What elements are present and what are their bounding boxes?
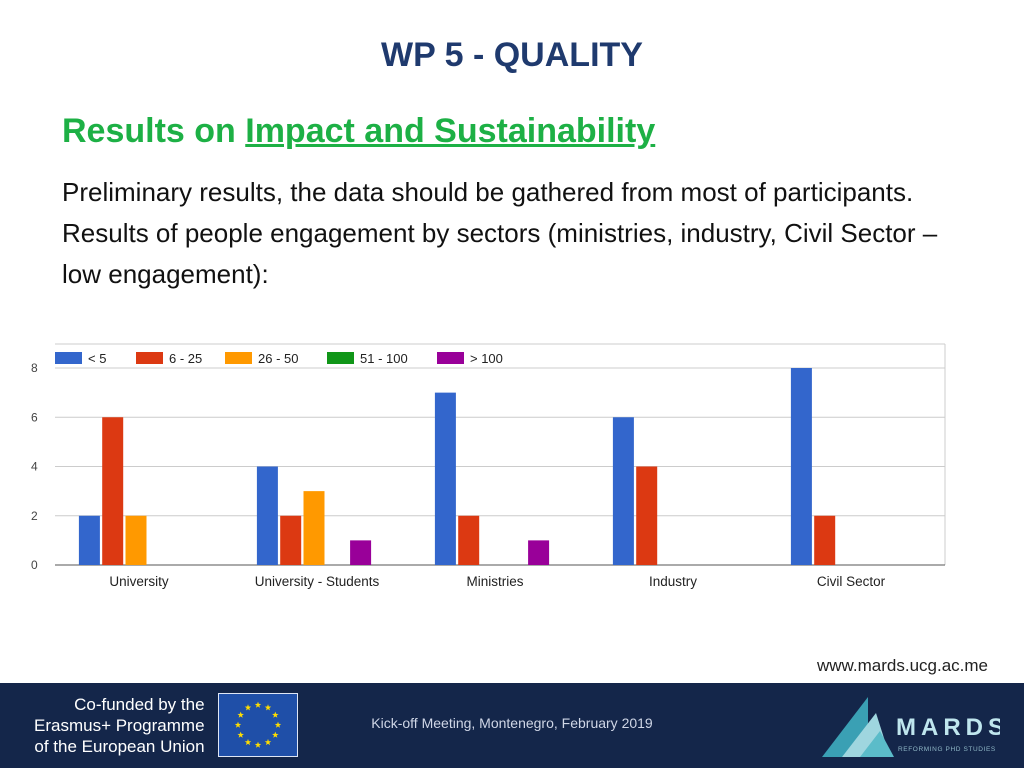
- slide-title: WP 5 - QUALITY: [381, 36, 643, 74]
- cofunded-line: Erasmus+ Programme: [34, 716, 205, 735]
- heading-link[interactable]: Impact and Sustainability: [245, 112, 656, 150]
- bar: [458, 515, 480, 565]
- bar: [434, 392, 456, 565]
- x-tick-label: University - Students: [255, 574, 380, 589]
- footer-bar: Co-funded by the Erasmus+ Programme of t…: [0, 683, 1024, 768]
- cofunded-line: Co-funded by the: [74, 695, 205, 714]
- legend-swatch: [55, 352, 82, 364]
- legend-label: 26 - 50: [258, 351, 298, 366]
- logo-tagline: REFORMING PHD STUDIES: [898, 746, 996, 753]
- section-heading: Results on Impact and Sustainability: [62, 112, 655, 151]
- eu-star-icon: [254, 741, 262, 748]
- legend-swatch: [327, 352, 354, 364]
- legend-swatch: [437, 352, 464, 364]
- legend-swatch: [225, 352, 252, 364]
- legend-label: 6 - 25: [169, 351, 202, 366]
- bar: [612, 417, 634, 565]
- eu-star-icon: [272, 731, 279, 738]
- eu-star-icon: [264, 704, 272, 711]
- logo-wordmark: MARDS: [896, 714, 1000, 741]
- y-tick-label: 0: [31, 558, 38, 572]
- body-text: Preliminary results, the data should be …: [62, 177, 938, 289]
- chart-grid: [55, 343, 946, 566]
- bar: [102, 417, 124, 565]
- bar: [256, 466, 278, 565]
- bar: [350, 540, 372, 565]
- bar: [303, 491, 325, 565]
- legend-swatch: [136, 352, 163, 364]
- mards-logo: MARDS REFORMING PHD STUDIES: [822, 697, 1000, 757]
- eu-flag-icon: [218, 693, 298, 757]
- chart-legend: < 5 6 - 25 26 - 50 51 - 100 > 100: [55, 351, 503, 366]
- chart-axes: 0 2 4 6 8 University University - Students Mini…: [31, 361, 886, 589]
- y-tick-label: 6: [31, 410, 38, 424]
- heading-prefix: Results on: [62, 112, 246, 150]
- chart-bars: [78, 368, 836, 565]
- eu-star-icon: [244, 704, 252, 711]
- eu-star-icon: [237, 711, 244, 718]
- legend-label: < 5: [88, 351, 106, 366]
- y-tick-label: 2: [31, 509, 38, 523]
- cofunded-line: of the European Union: [34, 737, 205, 756]
- eu-star-icon: [234, 721, 242, 728]
- y-tick-label: 8: [31, 361, 38, 375]
- eu-star-icon: [274, 721, 282, 728]
- eu-star-icon: [237, 731, 244, 738]
- bar: [528, 540, 550, 565]
- x-tick-label: University: [109, 574, 169, 589]
- y-tick-label: 4: [31, 460, 38, 474]
- x-tick-label: Ministries: [466, 574, 523, 589]
- eu-star-icon: [264, 738, 272, 746]
- bar: [790, 368, 812, 565]
- bar: [78, 515, 100, 565]
- bar-chart: 0 2 4 6 8 University University - Students Mini…: [31, 343, 946, 589]
- bar: [280, 515, 302, 565]
- legend-label: 51 - 100: [360, 351, 408, 366]
- x-tick-label: Civil Sector: [817, 574, 886, 589]
- x-tick-label: Industry: [649, 574, 697, 589]
- eu-star-icon: [244, 738, 252, 746]
- cofunded-text: Co-funded by the Erasmus+ Programme of t…: [34, 694, 205, 757]
- bar: [125, 515, 147, 565]
- meeting-info: Kick-off Meeting, Montenegro, February 2…: [371, 715, 653, 731]
- bar: [636, 466, 658, 565]
- eu-star-icon: [272, 711, 279, 718]
- bar: [814, 515, 836, 565]
- website-url[interactable]: www.mards.ucg.ac.me: [817, 656, 988, 675]
- eu-star-icon: [254, 701, 262, 708]
- legend-label: > 100: [470, 351, 503, 366]
